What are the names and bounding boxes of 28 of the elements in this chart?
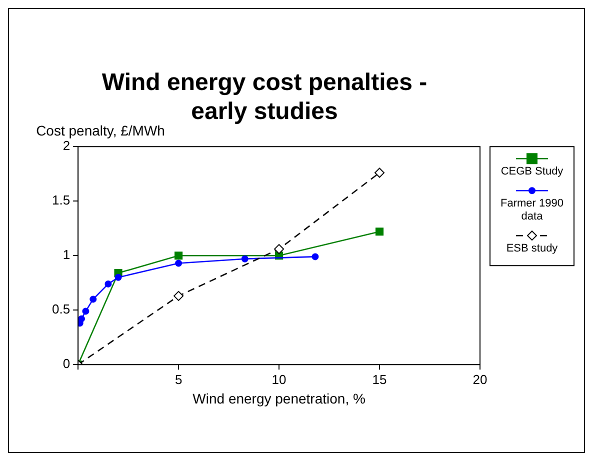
point — [274, 244, 284, 254]
x-tick-label: 20 — [472, 372, 488, 387]
x-tick-label: 15 — [372, 372, 387, 387]
legend-label: Farmer 1990 data — [500, 198, 564, 223]
y-tick-label: 0.5 — [52, 302, 70, 317]
point — [90, 296, 97, 303]
y-tick-label: 1.5 — [52, 192, 70, 208]
legend-label: ESB study — [506, 242, 558, 255]
y-axis-title: Cost penalty, £/MWh — [36, 122, 165, 138]
y-tick-label: 1 — [62, 247, 70, 262]
point — [174, 290, 184, 301]
x-tick-label: 10 — [272, 372, 286, 387]
y-tick-label: 0 — [62, 356, 70, 372]
point — [78, 315, 85, 322]
x-tick-label: 5 — [174, 372, 182, 387]
point — [375, 228, 384, 236]
point — [241, 255, 248, 262]
point — [174, 252, 183, 260]
point — [312, 253, 319, 260]
legend-label: CEGB Study — [500, 166, 564, 178]
y-tick-label: 2 — [62, 138, 70, 154]
point — [374, 168, 385, 178]
point — [104, 280, 112, 288]
point — [114, 274, 122, 281]
point — [175, 260, 182, 267]
point — [82, 308, 90, 315]
x-axis-title: Wind energy penetration, % — [192, 390, 366, 406]
chart-title: Wind energy cost penalties - early studies — [102, 69, 428, 125]
